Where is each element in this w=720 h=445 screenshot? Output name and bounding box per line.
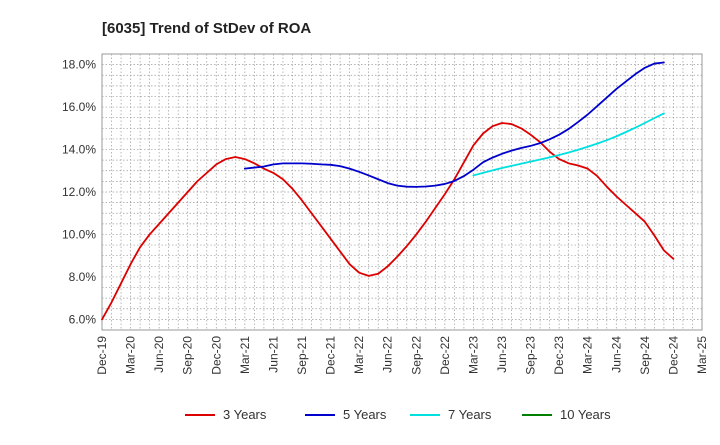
x-tick-label: Dec-19 — [95, 336, 109, 375]
x-tick-label: Jun-24 — [609, 336, 623, 373]
x-tick-label: Mar-22 — [352, 336, 366, 374]
legend: 3 Years 5 Years 7 Years 10 Years — [185, 407, 611, 422]
y-tick-label: 12.0% — [62, 185, 96, 199]
x-tick-label: Sep-23 — [524, 336, 538, 375]
chart-title: [6035] Trend of StDev of ROA — [102, 20, 311, 37]
legend-label-3: 7 Years — [448, 407, 492, 422]
plot-frame — [101, 53, 703, 331]
axis-layer: 6.0% 8.0% 10.0% 12.0% 14.0% 16.0% 18.0% Dec-19 M… — [62, 58, 709, 375]
x-tick-label: Sep-24 — [638, 336, 652, 375]
x-tick-label: Mar-21 — [238, 336, 252, 374]
series-line-2 — [243, 61, 665, 188]
x-tick-label: Dec-23 — [552, 336, 566, 375]
x-tick-label: Jun-21 — [266, 336, 280, 373]
x-tick-label: Mar-25 — [695, 336, 709, 374]
y-tick-label: 8.0% — [69, 270, 97, 284]
x-tick-label: Mar-20 — [124, 336, 138, 374]
y-tick-label: 6.0% — [69, 312, 97, 326]
x-tick-label: Dec-20 — [209, 336, 223, 375]
x-tick-label: Dec-22 — [438, 336, 452, 375]
series-line-3 — [472, 112, 665, 177]
grid-layer — [101, 53, 703, 331]
y-tick-label: 18.0% — [62, 58, 96, 72]
y-tick-label: 10.0% — [62, 227, 96, 241]
legend-label-4: 10 Years — [560, 407, 611, 422]
legend-label-1: 3 Years — [223, 407, 267, 422]
x-tick-label: Dec-24 — [666, 336, 680, 375]
x-tick-label: Dec-21 — [324, 336, 338, 375]
x-tick-label: Mar-23 — [466, 336, 480, 374]
x-tick-label: Jun-23 — [495, 336, 509, 373]
x-tick-label: Jun-20 — [152, 336, 166, 373]
legend-label-2: 5 Years — [343, 407, 387, 422]
series-line-1 — [101, 122, 675, 321]
x-tick-label: Sep-22 — [409, 336, 423, 375]
x-tick-label: Sep-21 — [295, 336, 309, 375]
y-tick-label: 16.0% — [62, 100, 96, 114]
x-tick-label: Sep-20 — [181, 336, 195, 375]
series-layer — [101, 61, 675, 321]
x-tick-label: Mar-24 — [581, 336, 595, 374]
y-tick-label: 14.0% — [62, 143, 96, 157]
x-tick-label: Jun-22 — [381, 336, 395, 373]
